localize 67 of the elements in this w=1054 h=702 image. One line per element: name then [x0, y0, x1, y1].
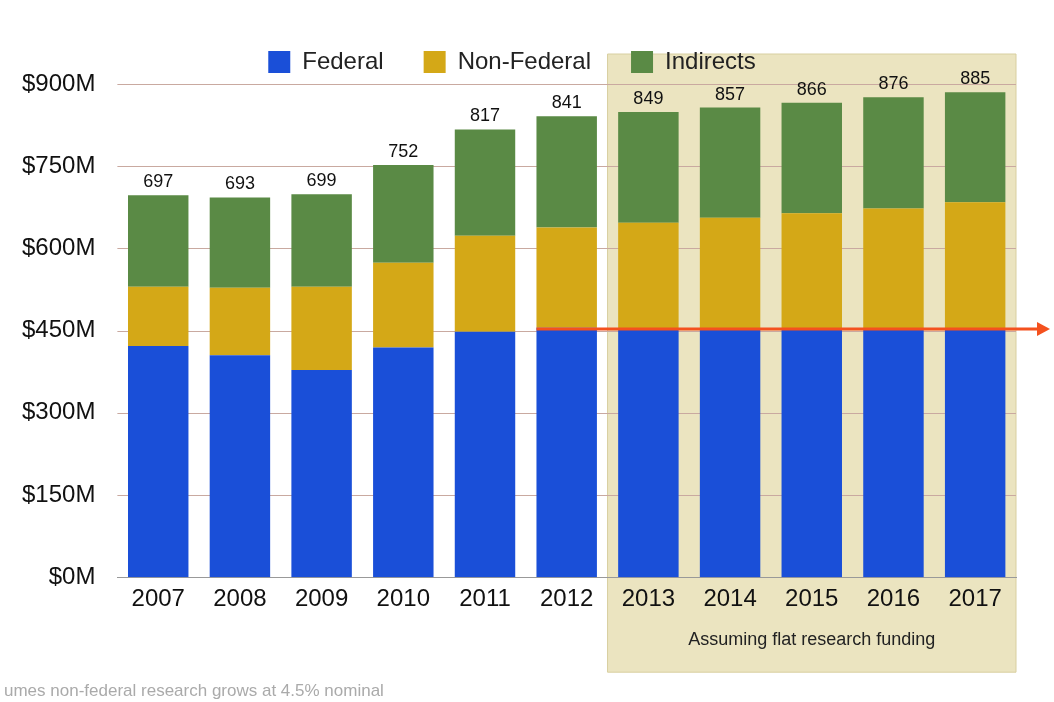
y-tick-label: $750M [21, 150, 96, 178]
y-tick-label: $900M [21, 68, 96, 96]
bar [944, 92, 1006, 203]
bar [128, 345, 189, 578]
total-label: 841 [551, 92, 582, 113]
bar [781, 213, 842, 329]
bar [781, 102, 842, 214]
total-label: 752 [388, 141, 419, 162]
bar [536, 116, 597, 228]
bar [618, 328, 679, 578]
x-tick-label: 2008 [213, 584, 267, 612]
x-tick-label: 2013 [621, 584, 676, 612]
x-tick-label: 2010 [376, 584, 430, 612]
bar [291, 370, 352, 578]
bar [863, 97, 924, 209]
bar [454, 129, 516, 236]
total-label: 697 [143, 171, 174, 192]
y-tick-label: $150M [21, 479, 96, 507]
bar [944, 202, 1006, 329]
bar [128, 286, 189, 346]
bar [291, 286, 352, 371]
bar [536, 227, 597, 328]
bar [291, 194, 352, 287]
bar [373, 347, 434, 578]
bar [863, 328, 924, 578]
bar [781, 328, 842, 578]
bar [699, 107, 761, 218]
total-label: 817 [469, 105, 501, 126]
x-tick-label: 2011 [459, 584, 511, 612]
bar [373, 165, 434, 263]
bar [128, 195, 189, 287]
x-tick-label: 2017 [948, 584, 1002, 612]
legend-label: Indirects [665, 46, 756, 74]
bar [863, 208, 924, 329]
bar [699, 328, 761, 578]
total-label: 699 [306, 170, 337, 191]
bar [699, 217, 761, 329]
legend-label: Non-Federal [457, 46, 592, 74]
bar [536, 327, 597, 578]
legend-label: Federal [302, 46, 384, 74]
bar [454, 235, 516, 332]
total-label: 849 [633, 87, 664, 108]
bar [209, 287, 271, 356]
bar [373, 262, 434, 348]
bar [454, 331, 516, 578]
x-tick-label: 2016 [866, 584, 921, 612]
bar [944, 328, 1006, 578]
x-tick-label: 2007 [131, 584, 185, 612]
bar [618, 222, 679, 329]
y-tick-label: $600M [21, 233, 96, 261]
bar [209, 355, 271, 578]
band-label: Assuming flat research funding [688, 629, 936, 650]
y-tick-label: $300M [21, 397, 96, 425]
text: umes non-federal research grows at 4.5% nominal [4, 681, 384, 701]
total-label: 876 [878, 73, 909, 94]
x-tick-label: 2012 [540, 584, 594, 612]
total-label: 866 [796, 78, 827, 99]
total-label: 693 [224, 173, 255, 194]
y-tick-label: $0M [48, 561, 96, 589]
x-tick-label: 2014 [703, 584, 757, 612]
x-tick-label: 2015 [785, 584, 839, 612]
total-label: 857 [715, 83, 746, 104]
total-label: 885 [960, 68, 991, 89]
bar [618, 111, 679, 223]
y-tick-label: $450M [21, 315, 96, 343]
x-tick-label: 2009 [294, 584, 349, 612]
bar [209, 197, 271, 288]
